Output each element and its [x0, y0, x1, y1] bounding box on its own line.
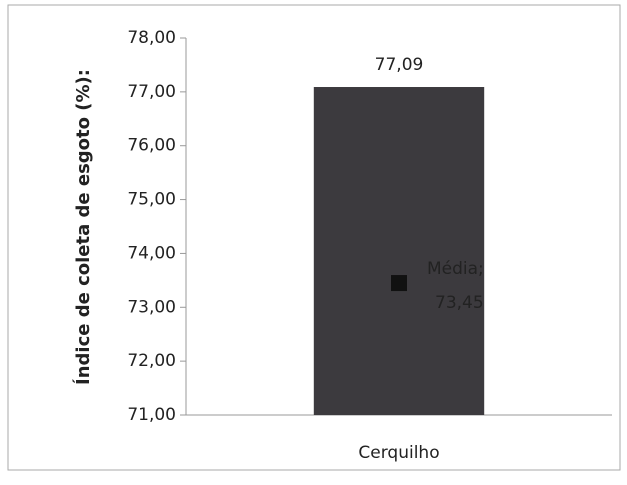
mean-value-label: 73,45 [435, 293, 484, 313]
mean-label: Média; [427, 259, 484, 279]
y-axis-label: Índice de coleta de esgoto (%): [72, 69, 94, 385]
y-tick-label: 78,00 [127, 28, 176, 48]
y-tick-label: 75,00 [127, 190, 176, 210]
y-tick-label: 73,00 [127, 297, 176, 317]
y-tick-label: 77,00 [127, 82, 176, 102]
x-tick-label: Cerquilho [358, 443, 439, 463]
mean-marker [391, 275, 407, 292]
y-tick-label: 71,00 [127, 405, 176, 425]
y-tick-label: 76,00 [127, 136, 176, 156]
data-label: 77,09 [375, 55, 424, 75]
y-tick-label: 74,00 [127, 243, 176, 263]
y-tick-label: 72,00 [127, 351, 176, 371]
bar [313, 87, 485, 415]
